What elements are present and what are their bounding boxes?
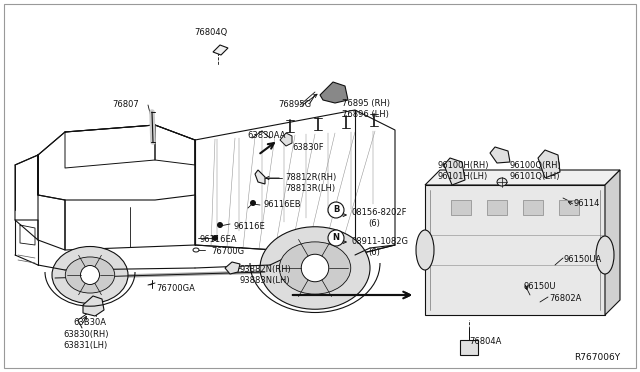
- Polygon shape: [320, 82, 348, 103]
- Text: 78813R(LH): 78813R(LH): [285, 184, 335, 193]
- Polygon shape: [280, 133, 292, 146]
- Ellipse shape: [279, 242, 351, 294]
- Text: 08911-1082G: 08911-1082G: [352, 237, 409, 246]
- Ellipse shape: [193, 248, 199, 252]
- Polygon shape: [559, 200, 579, 215]
- Text: 63830AA: 63830AA: [247, 131, 285, 140]
- Text: 76700GA: 76700GA: [156, 284, 195, 293]
- Text: 76895G: 76895G: [278, 100, 311, 109]
- Polygon shape: [83, 296, 104, 316]
- Text: 76802A: 76802A: [549, 294, 581, 303]
- Text: 08156-8202F: 08156-8202F: [352, 208, 408, 217]
- Polygon shape: [538, 150, 560, 178]
- Text: 96116E: 96116E: [233, 222, 265, 231]
- Circle shape: [328, 230, 344, 246]
- Circle shape: [212, 235, 218, 241]
- Circle shape: [81, 266, 99, 285]
- Text: 93882N(RH): 93882N(RH): [240, 265, 292, 274]
- Ellipse shape: [65, 257, 115, 293]
- Text: B: B: [333, 205, 339, 215]
- Text: 96100Q(RH): 96100Q(RH): [509, 161, 561, 170]
- Ellipse shape: [260, 227, 370, 309]
- Text: (6): (6): [368, 219, 380, 228]
- Polygon shape: [444, 158, 465, 185]
- Text: R767006Y: R767006Y: [574, 353, 620, 362]
- Text: 76700G: 76700G: [211, 247, 244, 256]
- Circle shape: [250, 200, 256, 206]
- Ellipse shape: [52, 247, 128, 304]
- Polygon shape: [225, 262, 240, 274]
- Text: 76804A: 76804A: [469, 337, 501, 346]
- Polygon shape: [213, 45, 228, 55]
- Circle shape: [328, 202, 344, 218]
- Ellipse shape: [416, 230, 434, 270]
- Text: 76895 (RH): 76895 (RH): [342, 99, 390, 108]
- Text: 93883N(LH): 93883N(LH): [240, 276, 291, 285]
- Polygon shape: [255, 170, 265, 184]
- Polygon shape: [487, 200, 507, 215]
- Polygon shape: [523, 200, 543, 215]
- Text: 63831(LH): 63831(LH): [63, 341, 108, 350]
- Circle shape: [217, 222, 223, 228]
- Polygon shape: [425, 185, 605, 315]
- Text: 96116EB: 96116EB: [264, 200, 301, 209]
- Text: 63B30A: 63B30A: [73, 318, 106, 327]
- Polygon shape: [451, 200, 471, 215]
- Text: (6): (6): [368, 248, 380, 257]
- Text: 96150UA: 96150UA: [564, 255, 602, 264]
- Text: 63830(RH): 63830(RH): [63, 330, 109, 339]
- Text: 76807: 76807: [112, 100, 139, 109]
- Text: 96101H(LH): 96101H(LH): [438, 172, 488, 181]
- FancyBboxPatch shape: [4, 4, 636, 368]
- Text: 76896 (LH): 76896 (LH): [342, 110, 389, 119]
- Text: 96116EA: 96116EA: [199, 235, 237, 244]
- Text: N: N: [333, 234, 339, 243]
- Text: 96101Q(LH): 96101Q(LH): [509, 172, 559, 181]
- Text: 96100H(RH): 96100H(RH): [438, 161, 490, 170]
- Text: 96150U: 96150U: [523, 282, 556, 291]
- Polygon shape: [605, 170, 620, 315]
- Text: 63830F: 63830F: [292, 143, 324, 152]
- Text: 78812R(RH): 78812R(RH): [285, 173, 336, 182]
- Ellipse shape: [596, 236, 614, 274]
- Ellipse shape: [497, 178, 507, 186]
- Circle shape: [301, 254, 329, 282]
- Text: 76804Q: 76804Q: [194, 28, 227, 37]
- Polygon shape: [490, 147, 510, 163]
- Polygon shape: [425, 170, 620, 185]
- Text: 96114: 96114: [573, 199, 600, 208]
- Polygon shape: [460, 340, 478, 355]
